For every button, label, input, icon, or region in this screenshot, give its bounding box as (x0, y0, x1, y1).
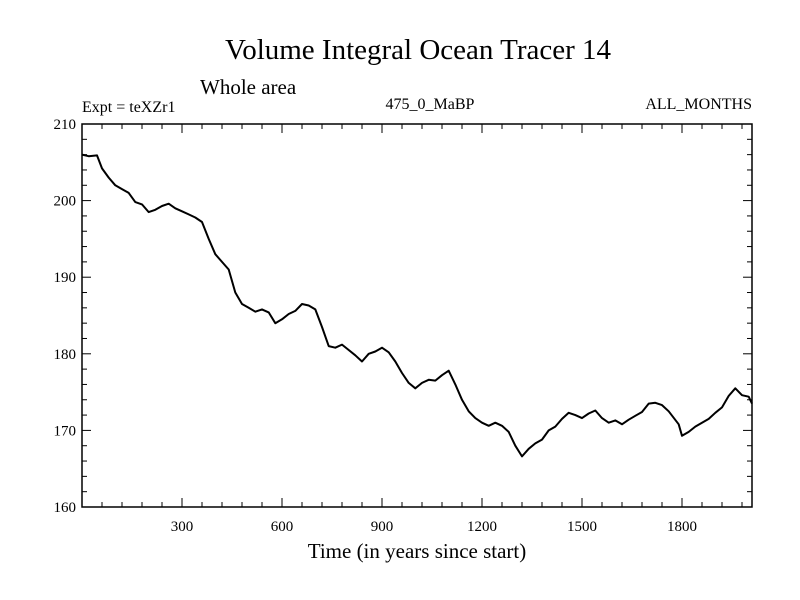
y-tick-label: 200 (54, 194, 77, 210)
x-axis-label: Time (in years since start) (308, 539, 527, 563)
x-tick-label: 900 (371, 519, 394, 535)
y-tick-label: 180 (54, 347, 77, 363)
y-tick-label: 210 (54, 117, 77, 133)
plot-frame (81, 123, 753, 508)
chart-title: Volume Integral Ocean Tracer 14 (225, 34, 612, 66)
x-tick-label: 1500 (567, 519, 597, 535)
months-label: ALL_MONTHS (645, 96, 752, 113)
y-axis: 160 170 180 190 200 210 (54, 117, 752, 516)
x-tick-label: 300 (171, 519, 194, 535)
y-tick-label: 170 (54, 423, 77, 439)
y-tick-label: 190 (54, 270, 77, 286)
series-line (81, 153, 753, 458)
x-tick-label: 600 (271, 519, 294, 535)
experiment-label: Expt = teXZr1 (82, 99, 175, 116)
x-tick-label: 1800 (667, 519, 697, 535)
y-tick-label: 160 (54, 500, 77, 516)
x-axis: 300 600 900 1200 1500 1800 (101, 124, 743, 535)
x-tick-label: 1200 (467, 519, 497, 535)
chart-subtitle: Whole area (200, 75, 297, 99)
period-label: 475_0_MaBP (386, 96, 475, 113)
